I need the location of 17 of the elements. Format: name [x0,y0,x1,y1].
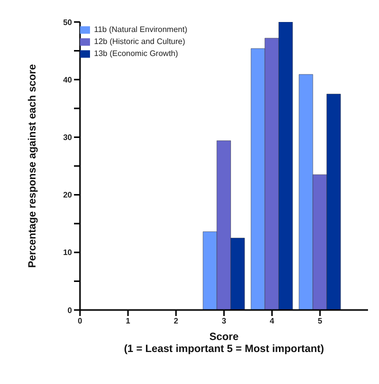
y-tick-label: 50 [63,18,73,27]
legend-label: 12b (Historic and Culture) [94,37,186,46]
y-axis-title: Percentage response against each score [26,64,39,268]
y-tick-label: 40 [63,75,73,84]
y-tick-label: 20 [63,190,73,200]
legend-label: 11b (Natural Environment) [94,25,188,34]
x-tick-label: 4 [270,316,275,326]
y-tick-label: 10 [63,248,73,258]
x-axis-title: Score (1 = Least important 5 = Most important) [124,331,324,355]
x-tick-label: 0 [78,316,83,326]
x-tick-label: 1 [126,316,131,326]
x-tick-label: 5 [318,316,323,326]
legend-label: 13b (Economic Growth) [94,49,178,58]
y-tick-label: 0 [68,306,73,315]
y-tick-label: 30 [63,133,73,142]
x-tick-label: 2 [174,316,179,326]
x-tick-label: 3 [222,316,227,326]
